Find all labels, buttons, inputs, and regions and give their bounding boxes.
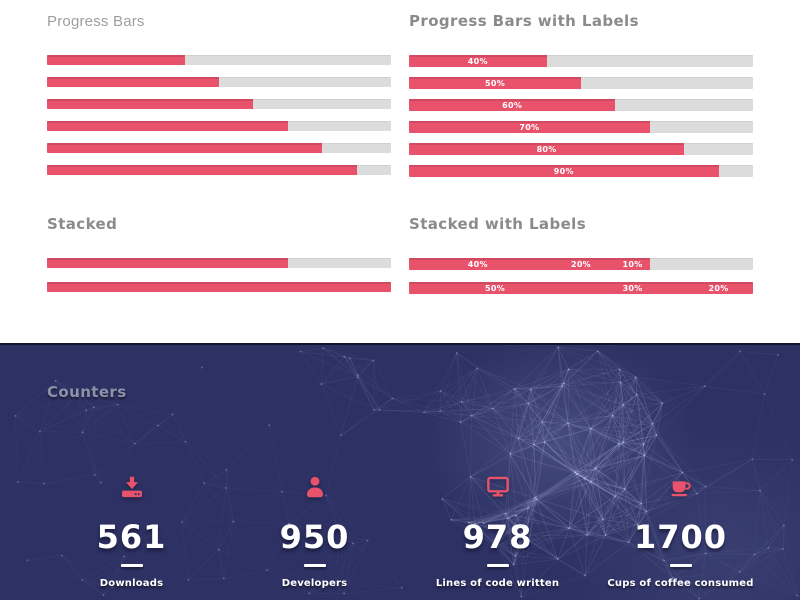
progress-bar-group bbox=[47, 55, 391, 175]
counter-value: 950 bbox=[279, 518, 350, 556]
progress-fill bbox=[253, 258, 288, 268]
progress-fill: 20% bbox=[684, 282, 753, 294]
counters-content: Counters 561 Downloads 950 Developers 978 Lin… bbox=[0, 345, 800, 589]
counter-item: 1700 Cups of coffee consumed bbox=[589, 474, 772, 589]
progress-fill: 40% bbox=[409, 55, 547, 67]
counter-value: 1700 bbox=[633, 518, 728, 556]
progress-bar bbox=[47, 55, 391, 65]
counter-value: 978 bbox=[462, 518, 533, 556]
counter-divider bbox=[120, 564, 143, 567]
progress-bars-labeled-title: Progress Bars with Labels bbox=[409, 12, 639, 30]
progress-bar bbox=[47, 121, 391, 131]
progress-fill: 80% bbox=[409, 143, 685, 155]
progress-label: 70% bbox=[519, 122, 540, 132]
progress-fill bbox=[322, 282, 391, 292]
progress-fill bbox=[184, 258, 254, 268]
counters-row: 561 Downloads 950 Developers 978 Lines of cod… bbox=[40, 474, 772, 589]
counter-label: Downloads bbox=[99, 578, 164, 589]
progress-showcase-section: Progress Bars Progress Bars with Labels … bbox=[47, 12, 753, 306]
progress-fill bbox=[47, 165, 357, 175]
counter-divider bbox=[303, 564, 326, 567]
labeled-stacked-bar-group: 40% 20% 10% 50% 30% 20% bbox=[409, 258, 753, 294]
stacked-bar-group bbox=[47, 258, 391, 292]
progress-label: 40% bbox=[467, 56, 488, 66]
progress-fill: 30% bbox=[581, 282, 685, 294]
stacked-title: Stacked bbox=[47, 215, 118, 233]
progress-bar: 60% bbox=[409, 99, 753, 111]
progress-bar bbox=[47, 143, 391, 153]
progress-fill: 90% bbox=[409, 165, 719, 177]
counter-value: 561 bbox=[96, 518, 167, 556]
counter-item: 561 Downloads bbox=[40, 474, 223, 589]
progress-fill: 50% bbox=[409, 282, 581, 294]
progress-label: 90% bbox=[553, 166, 574, 176]
progress-bar bbox=[47, 99, 391, 109]
coffee-icon bbox=[589, 474, 772, 500]
download-icon bbox=[40, 474, 223, 500]
progress-label: 20% bbox=[570, 259, 592, 269]
stacked-progress-bar: 50% 30% 20% bbox=[409, 282, 753, 294]
counter-divider bbox=[486, 564, 509, 567]
progress-label: 80% bbox=[536, 144, 557, 154]
progress-bars-labeled-section: Progress Bars with Labels 40% 50% 60% 70% 80… bbox=[409, 12, 753, 187]
progress-fill bbox=[219, 282, 323, 292]
progress-bar bbox=[47, 77, 391, 87]
progress-fill: 40% bbox=[409, 258, 547, 270]
progress-bars-section: Progress Bars bbox=[47, 12, 391, 187]
labeled-progress-bar-group: 40% 50% 60% 70% 80% 90% bbox=[409, 55, 753, 177]
counter-label: Cups of coffee consumed bbox=[607, 578, 754, 589]
progress-bar: 70% bbox=[409, 121, 753, 133]
progress-bar bbox=[47, 165, 391, 175]
progress-label: 40% bbox=[467, 259, 488, 269]
progress-fill bbox=[47, 77, 219, 87]
progress-label: 50% bbox=[484, 78, 506, 88]
stacked-progress-bar: 40% 20% 10% bbox=[409, 258, 753, 270]
progress-bar: 80% bbox=[409, 143, 753, 155]
progress-fill: 50% bbox=[409, 77, 581, 89]
counter-label: Developers bbox=[281, 578, 348, 589]
stacked-labeled-title: Stacked with Labels bbox=[409, 215, 587, 233]
progress-fill: 70% bbox=[409, 121, 650, 133]
counters-title: Counters bbox=[47, 383, 127, 401]
progress-bar: 90% bbox=[409, 165, 753, 177]
progress-label: 30% bbox=[622, 283, 643, 293]
monitor-icon bbox=[406, 474, 589, 500]
counter-divider bbox=[669, 564, 692, 567]
stacked-section: Stacked bbox=[47, 187, 391, 306]
counter-item: 978 Lines of code written bbox=[406, 474, 589, 589]
progress-bar: 40% bbox=[409, 55, 753, 67]
progress-label: 60% bbox=[502, 100, 523, 110]
progress-fill bbox=[47, 99, 254, 109]
counters-section: Counters 561 Downloads 950 Developers 978 Lin… bbox=[0, 343, 800, 600]
progress-fill bbox=[47, 143, 323, 153]
person-icon bbox=[223, 474, 406, 500]
stacked-progress-bar bbox=[47, 282, 391, 292]
showcase-grid: Progress Bars Progress Bars with Labels … bbox=[47, 12, 753, 306]
stacked-progress-bar bbox=[47, 258, 391, 268]
counter-label: Lines of code written bbox=[435, 578, 560, 589]
progress-fill bbox=[47, 55, 185, 65]
progress-fill bbox=[47, 121, 288, 131]
progress-fill bbox=[47, 282, 219, 292]
constellation-background bbox=[14, 346, 799, 600]
progress-label: 50% bbox=[484, 283, 506, 293]
progress-label: 20% bbox=[708, 283, 729, 293]
progress-fill: 20% bbox=[546, 258, 616, 270]
counter-item: 950 Developers bbox=[223, 474, 406, 589]
progress-bars-title: Progress Bars bbox=[47, 13, 145, 30]
progress-fill bbox=[47, 258, 185, 268]
progress-bar: 50% bbox=[409, 77, 753, 89]
stacked-labeled-section: Stacked with Labels 40% 20% 10% 50% 30% 20% bbox=[409, 187, 753, 306]
progress-fill: 10% bbox=[615, 258, 650, 270]
progress-fill: 60% bbox=[409, 99, 616, 111]
progress-label: 10% bbox=[622, 259, 643, 269]
